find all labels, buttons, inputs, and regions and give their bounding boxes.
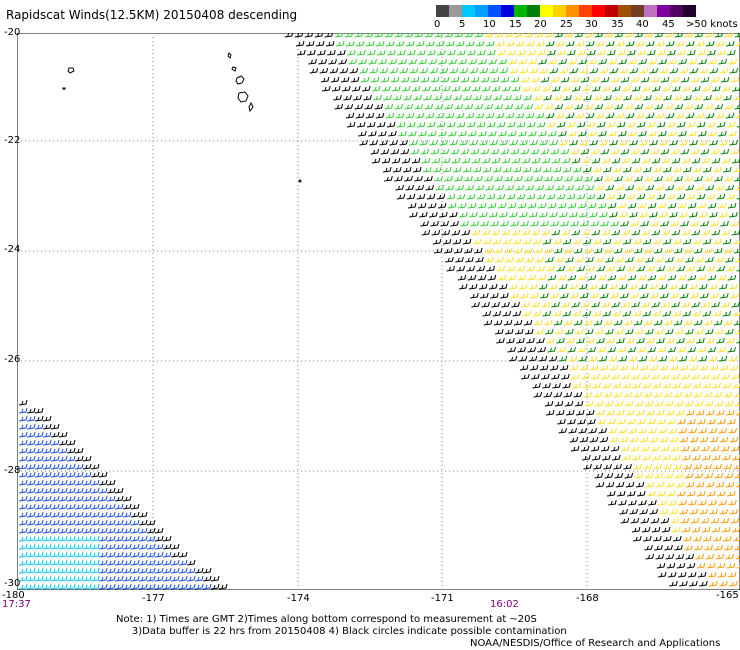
colorbar-swatch (540, 5, 553, 17)
colorbar-swatch (670, 5, 683, 17)
wind-barb-plot (17, 33, 740, 590)
swath-time-left: 17:37 (2, 599, 31, 610)
colorbar-label: >50 knots (686, 19, 738, 30)
lon-label: -171 (431, 593, 454, 604)
colorbar-swatch (553, 5, 566, 17)
colorbar-label: 10 (483, 19, 496, 30)
colorbar-swatch (488, 5, 501, 17)
colorbar-label: 15 (509, 19, 522, 30)
islands (62, 52, 302, 183)
lat-label: -24 (4, 244, 21, 255)
wind-map[interactable] (17, 33, 740, 590)
colorbar-swatch (501, 5, 514, 17)
colorbar-swatch (449, 5, 462, 17)
colorbar-label: 20 (534, 19, 547, 30)
colorbar-label: 45 (662, 19, 675, 30)
colorbar-swatch (436, 5, 449, 17)
colorbar-label: 0 (434, 19, 441, 30)
lat-label: -30 (4, 578, 21, 589)
lat-label: -26 (4, 354, 21, 365)
colorbar-label: 25 (560, 19, 573, 30)
colorbar-swatch (566, 5, 579, 17)
colorbar-swatch (527, 5, 540, 17)
lat-label: -22 (4, 135, 21, 146)
colorbar-label: 5 (459, 19, 466, 30)
colorbar-swatch (462, 5, 475, 17)
colorbar-swatch (592, 5, 605, 17)
colorbar-labels: 0 5 10 15 20 25 30 35 40 45 >50 knots (430, 19, 740, 33)
colorbar-swatch (657, 5, 670, 17)
lon-label: -174 (287, 593, 310, 604)
lon-label: -177 (142, 593, 165, 604)
colorbar-swatch (514, 5, 527, 17)
swath-time-mid: 16:02 (490, 599, 519, 610)
wind-speed-colorbar (436, 5, 696, 17)
map-title: Rapidscat Winds(12.5KM) 20150408 descend… (6, 8, 298, 22)
colorbar-label: 30 (585, 19, 598, 30)
colorbar-swatch (605, 5, 618, 17)
wind-barbs (18, 33, 740, 590)
colorbar-swatch (631, 5, 644, 17)
colorbar-label: 40 (636, 19, 649, 30)
footnote: Note: 1) Times are GMT 2)Times along bot… (116, 614, 567, 637)
credit-line: NOAA/NESDIS/Office of Research and Appli… (470, 638, 721, 649)
lon-label: -180 (2, 590, 25, 601)
lat-label: -28 (4, 465, 21, 476)
colorbar-swatch (644, 5, 657, 17)
lon-label: -168 (576, 593, 599, 604)
colorbar-swatch (683, 5, 696, 17)
lat-label: -20 (4, 27, 21, 38)
colorbar-label: 35 (611, 19, 624, 30)
colorbar-swatch (475, 5, 488, 17)
colorbar-swatch (618, 5, 631, 17)
colorbar-swatch (579, 5, 592, 17)
lon-label: -165 (716, 590, 739, 601)
